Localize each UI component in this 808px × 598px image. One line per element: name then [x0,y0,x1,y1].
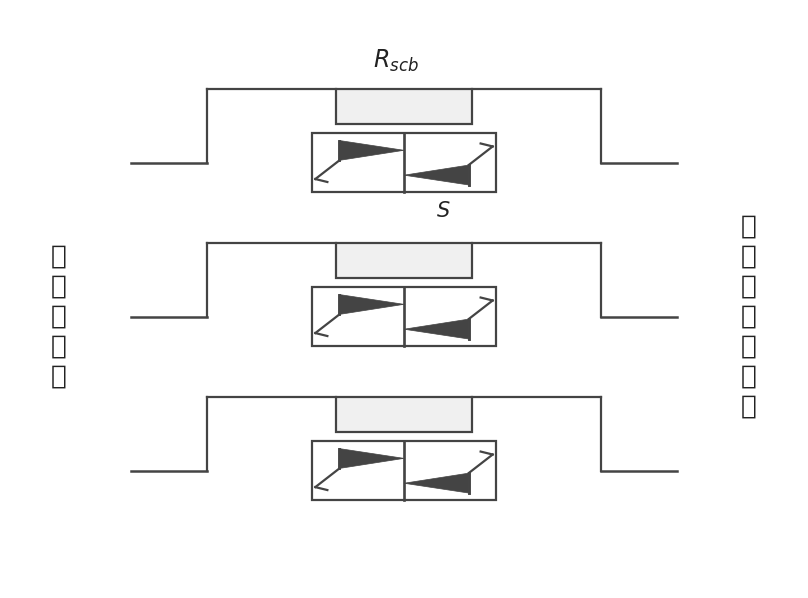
Polygon shape [339,141,404,160]
Polygon shape [404,473,469,493]
Bar [336,89,472,124]
Bar [336,396,472,432]
Text: $S$: $S$ [436,202,451,221]
Polygon shape [339,295,404,315]
Polygon shape [339,448,404,468]
Bar [312,287,496,346]
Polygon shape [404,319,469,339]
Bar [336,243,472,278]
Bar [312,133,496,193]
Text: 接
变
换
器
交
流
侧: 接 变 换 器 交 流 侧 [741,213,757,420]
Polygon shape [404,165,469,185]
Bar [312,441,496,501]
Text: 接
转
子
绕
组: 接 转 子 绕 组 [51,244,67,390]
Text: $R_{scb}$: $R_{scb}$ [373,48,419,74]
